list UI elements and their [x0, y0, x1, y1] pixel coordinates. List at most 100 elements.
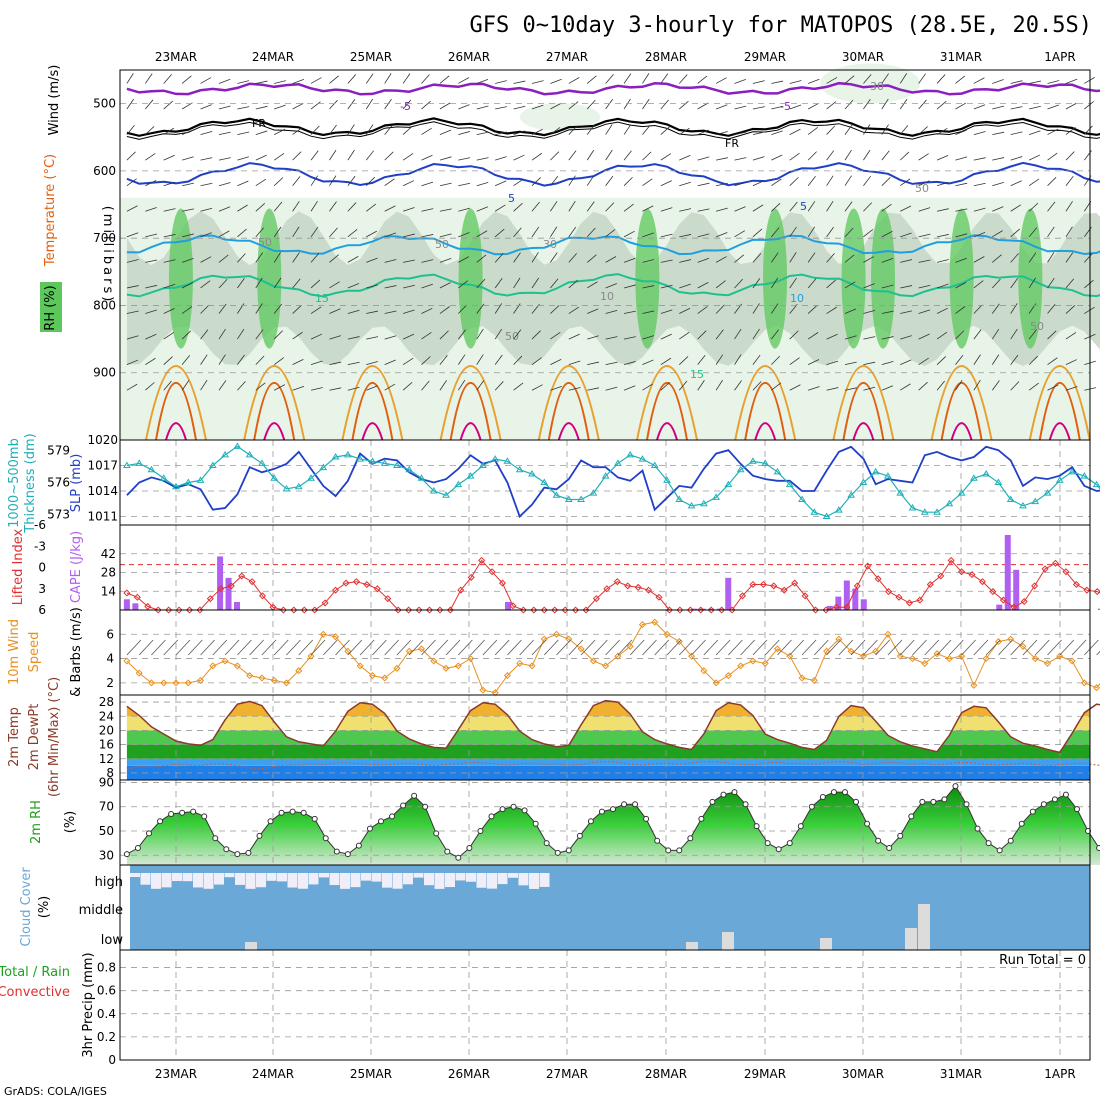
- wind-barb: [531, 128, 543, 135]
- rh2m-point: [245, 849, 252, 856]
- wind-barb: [126, 383, 138, 391]
- thickness-point: [834, 506, 843, 513]
- wind-barb: [1010, 156, 1023, 161]
- wind-barb: [556, 639, 571, 656]
- wind-barb: [918, 180, 930, 187]
- wind-barb: [918, 259, 931, 263]
- cloud-high-gap: [287, 873, 298, 888]
- thickness-point: [208, 461, 217, 468]
- rh2m-point: [621, 801, 628, 808]
- li-point: [811, 606, 820, 614]
- thickness-point: [528, 470, 536, 477]
- thickness-point: [908, 504, 917, 511]
- wind-barb: [605, 361, 618, 366]
- temp-contour-25: [351, 382, 394, 441]
- wind-barb: [347, 256, 359, 263]
- wind-barb: [513, 382, 524, 391]
- credit-text: GrADS: COLA/IGES: [4, 1085, 107, 1098]
- wind-barb: [494, 204, 506, 212]
- contour-label: 10: [790, 292, 804, 305]
- wind-barb: [936, 74, 946, 84]
- wind-barb: [237, 228, 247, 238]
- y-tick-label: 600: [93, 164, 116, 178]
- wind-barb: [476, 354, 484, 365]
- wind-barb: [347, 386, 360, 391]
- wind-barb: [531, 639, 547, 656]
- rh-shade-green: [841, 208, 866, 349]
- wind-barb: [274, 384, 286, 391]
- wind-barb: [789, 277, 797, 289]
- wind-barb: [531, 152, 543, 161]
- rh2m-point: [864, 820, 871, 827]
- li-point: [655, 593, 663, 601]
- wind-barb: [200, 77, 212, 84]
- li-point: [269, 603, 277, 611]
- thickness-point: [859, 478, 868, 485]
- wind-barb: [402, 207, 415, 212]
- wind-barb: [1022, 639, 1038, 656]
- wind-barb: [531, 226, 540, 238]
- date-label-top: 23MAR: [155, 50, 197, 64]
- wind-barb: [826, 77, 838, 84]
- wind-barb: [218, 182, 231, 187]
- li-point: [978, 578, 987, 586]
- wind-barb: [918, 99, 927, 110]
- rh2m-point: [808, 803, 815, 810]
- thickness-point: [196, 476, 205, 483]
- wind-barb: [587, 361, 600, 366]
- cloud-high-gap: [130, 873, 140, 877]
- li-point: [144, 602, 152, 610]
- wind-barb: [255, 382, 266, 391]
- precip-tick-label: 0.8: [97, 961, 116, 975]
- wind-barb: [734, 157, 747, 161]
- wind-barb: [936, 259, 949, 263]
- wind-barb: [273, 252, 282, 263]
- wind-barb: [660, 233, 673, 238]
- wind-barb: [568, 253, 577, 263]
- wind-barb: [237, 156, 249, 161]
- rh2m-point: [830, 789, 837, 796]
- wind-barb: [366, 336, 379, 340]
- wind-barb: [1010, 80, 1023, 84]
- wind-point: [135, 669, 143, 677]
- wind-barb: [396, 639, 412, 656]
- wind-barb: [1029, 105, 1041, 110]
- wind-barb: [771, 227, 780, 238]
- wind-barb: [807, 127, 818, 135]
- wind-barb: [181, 282, 194, 289]
- wind-barb: [366, 230, 378, 238]
- wind-barb: [752, 354, 761, 365]
- cape-bar: [1097, 608, 1100, 610]
- thickness-point: [245, 450, 254, 458]
- precip-tick-label: 0: [108, 1053, 116, 1067]
- cloud-high-gap: [434, 873, 445, 889]
- wind-barb: [550, 386, 562, 391]
- wind-barb: [458, 104, 470, 110]
- thickness-point: [393, 461, 401, 468]
- rh2m-point: [985, 840, 992, 847]
- wind-barb: [752, 80, 765, 84]
- wind-barb: [513, 178, 524, 187]
- rh2m-point: [963, 801, 970, 808]
- left-label-cape: CAPE (J/kg): [69, 531, 84, 603]
- wind-barb: [715, 131, 728, 135]
- wind-barb: [777, 639, 792, 656]
- temp-contour-20: [734, 365, 797, 441]
- wind-barb: [421, 234, 434, 238]
- thickness-point: [1055, 476, 1064, 483]
- date-label-top: 27MAR: [546, 50, 588, 64]
- wind-barb: [366, 310, 379, 314]
- wind-barb: [1010, 253, 1019, 263]
- wind-barb: [992, 206, 1004, 212]
- wind-barb: [550, 127, 561, 135]
- rh2m-point: [974, 825, 981, 832]
- wind-barb: [734, 79, 746, 84]
- temp-contour-15: [126, 273, 1100, 298]
- wind-barb: [660, 284, 673, 289]
- wind-barb: [899, 73, 908, 84]
- li-point: [707, 606, 715, 614]
- wind-barb: [991, 354, 1000, 365]
- wind-barb: [617, 639, 633, 656]
- date-label-top: 25MAR: [350, 50, 392, 64]
